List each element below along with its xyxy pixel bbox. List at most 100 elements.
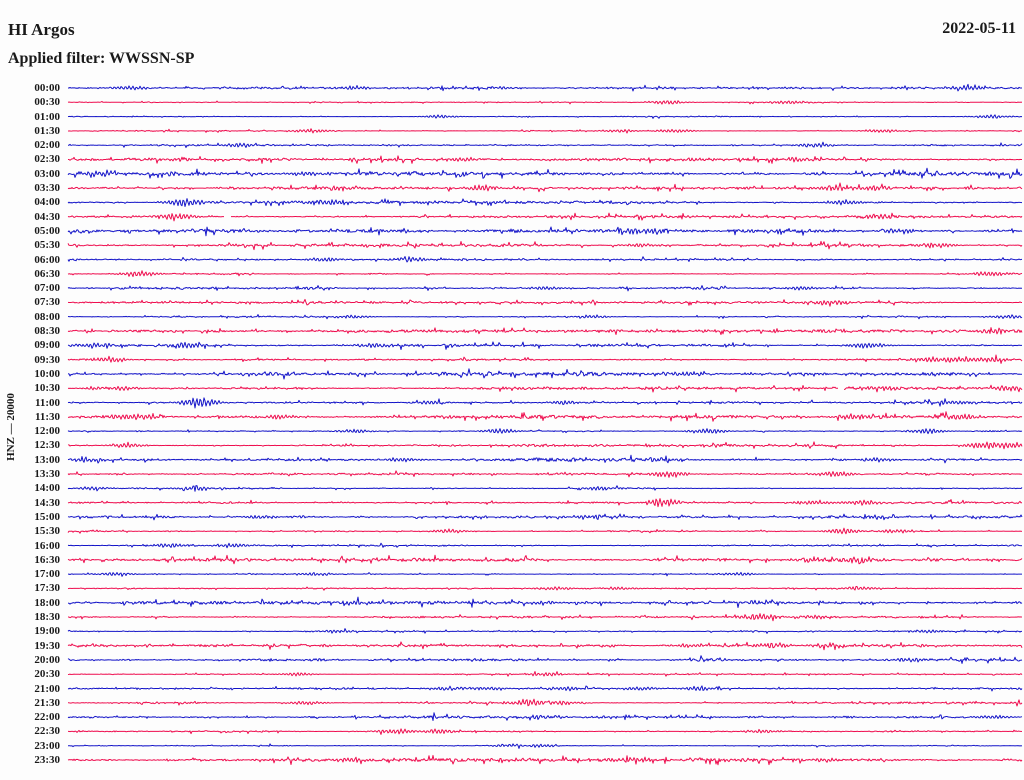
- trace-row-1530: [67, 527, 1023, 535]
- trace-row-0530: [67, 240, 1023, 251]
- time-label: 00:30: [34, 96, 60, 109]
- time-label: 16:00: [34, 539, 60, 552]
- time-label: 19:30: [34, 639, 60, 652]
- time-label: 07:00: [34, 282, 60, 295]
- trace-row-2330: [67, 754, 1023, 766]
- time-label: 04:30: [34, 210, 60, 223]
- trace-row-0330: [67, 182, 1023, 193]
- trace-row-1930: [67, 641, 1023, 651]
- trace-row-0700: [67, 285, 1023, 292]
- time-label: 05:00: [34, 224, 60, 237]
- trace-row-2100: [67, 685, 1023, 692]
- time-label: 17:00: [34, 568, 60, 581]
- time-label: 08:00: [34, 310, 60, 323]
- time-label: 21:00: [34, 682, 60, 695]
- trace-row-1830: [68, 613, 1023, 622]
- trace-row-1500: [67, 513, 1023, 521]
- time-label: 22:30: [34, 725, 60, 738]
- time-label: 23:00: [34, 739, 60, 752]
- trace-row-0630: [67, 270, 1023, 278]
- trace-row-1230: [67, 441, 1023, 450]
- time-label: 16:30: [34, 553, 60, 566]
- time-label: 13:30: [34, 468, 60, 481]
- trace-row-0730: [67, 298, 1023, 307]
- trace-row-2300: [67, 743, 1023, 749]
- time-label: 23:30: [34, 754, 60, 766]
- trace-row-1330: [67, 470, 1023, 478]
- trace-row-0030: [67, 100, 1023, 105]
- trace-row-0130: [67, 128, 1022, 134]
- trace-row-1630: [67, 554, 1023, 565]
- date-label: 2022-05-11: [942, 20, 1016, 37]
- trace-row-2200: [67, 712, 1023, 722]
- time-label: 00:00: [34, 82, 60, 94]
- time-label: 03:30: [34, 182, 60, 195]
- trace-row-0230: [67, 155, 1023, 164]
- trace-row-0430: [67, 212, 1023, 222]
- time-label: 10:30: [34, 382, 60, 395]
- time-label: 13:00: [34, 453, 60, 466]
- time-label: 02:00: [34, 139, 60, 152]
- trace-row-2030: [67, 671, 1023, 677]
- time-label: 22:00: [34, 711, 60, 724]
- time-label: 18:30: [34, 611, 60, 624]
- trace-row-0500: [67, 226, 1023, 237]
- time-label: 01:00: [34, 110, 60, 123]
- time-label: 20:00: [34, 653, 60, 666]
- time-label: 12:30: [34, 439, 60, 452]
- trace-row-1900: [67, 628, 1022, 634]
- trace-row-1000: [67, 368, 1023, 380]
- time-label: 09:30: [34, 353, 60, 366]
- trace-row-2130: [68, 698, 1023, 707]
- time-label: 19:00: [34, 625, 60, 638]
- trace-row-0200: [68, 141, 1023, 149]
- time-label: 15:00: [34, 510, 60, 523]
- time-label: 01:30: [34, 124, 60, 137]
- trace-row-0600: [67, 256, 1023, 263]
- trace-row-1100: [67, 397, 1023, 409]
- time-label: 05:30: [34, 239, 60, 252]
- trace-row-0800: [67, 314, 1023, 320]
- trace-row-0100: [67, 114, 1023, 119]
- trace-row-1730: [67, 585, 1022, 591]
- trace-row-2230: [68, 728, 1023, 735]
- time-label: 10:00: [34, 367, 60, 380]
- time-label: 04:00: [34, 196, 60, 209]
- trace-row-1700: [68, 571, 1022, 577]
- trace-row-1600: [67, 542, 1023, 549]
- trace-row-1430: [67, 498, 1023, 508]
- time-label: 06:00: [34, 253, 60, 266]
- time-label: 11:00: [34, 396, 60, 409]
- time-label: 12:00: [34, 425, 60, 438]
- trace-row-1400: [67, 485, 1023, 492]
- trace-row-2000: [67, 655, 1023, 664]
- time-label: 17:30: [34, 582, 60, 595]
- trace-row-1130: [67, 411, 1023, 422]
- trace-row-0300: [67, 167, 1023, 179]
- trace-row-1030: [67, 384, 1023, 393]
- time-label: 09:00: [34, 339, 60, 352]
- time-label: 03:00: [34, 167, 60, 180]
- time-label: 14:00: [34, 482, 60, 495]
- filter-label: Applied filter: WWSSN-SP: [8, 50, 195, 67]
- time-label: 06:30: [34, 267, 60, 280]
- time-label: 18:00: [34, 596, 60, 609]
- station-title: HI Argos: [8, 20, 75, 39]
- trace-row-0830: [67, 327, 1023, 336]
- trace-row-1800: [67, 596, 1023, 609]
- trace-row-0000: [68, 83, 1022, 92]
- time-labels: 00:00 00:30 01:00 01:30 02:00 02:30 03:00 03:30…: [0, 0, 64, 780]
- time-label: 07:30: [34, 296, 60, 309]
- time-label: 02:30: [34, 153, 60, 166]
- trace-row-1200: [67, 428, 1023, 435]
- time-label: 21:30: [34, 696, 60, 709]
- time-label: 15:30: [34, 525, 60, 538]
- trace-row-0930: [67, 354, 1023, 364]
- time-label: 20:30: [34, 668, 60, 681]
- trace-row-0400: [67, 198, 1023, 208]
- trace-row-0900: [67, 341, 1023, 350]
- time-label: 08:30: [34, 325, 60, 338]
- trace-row-1300: [67, 454, 1023, 464]
